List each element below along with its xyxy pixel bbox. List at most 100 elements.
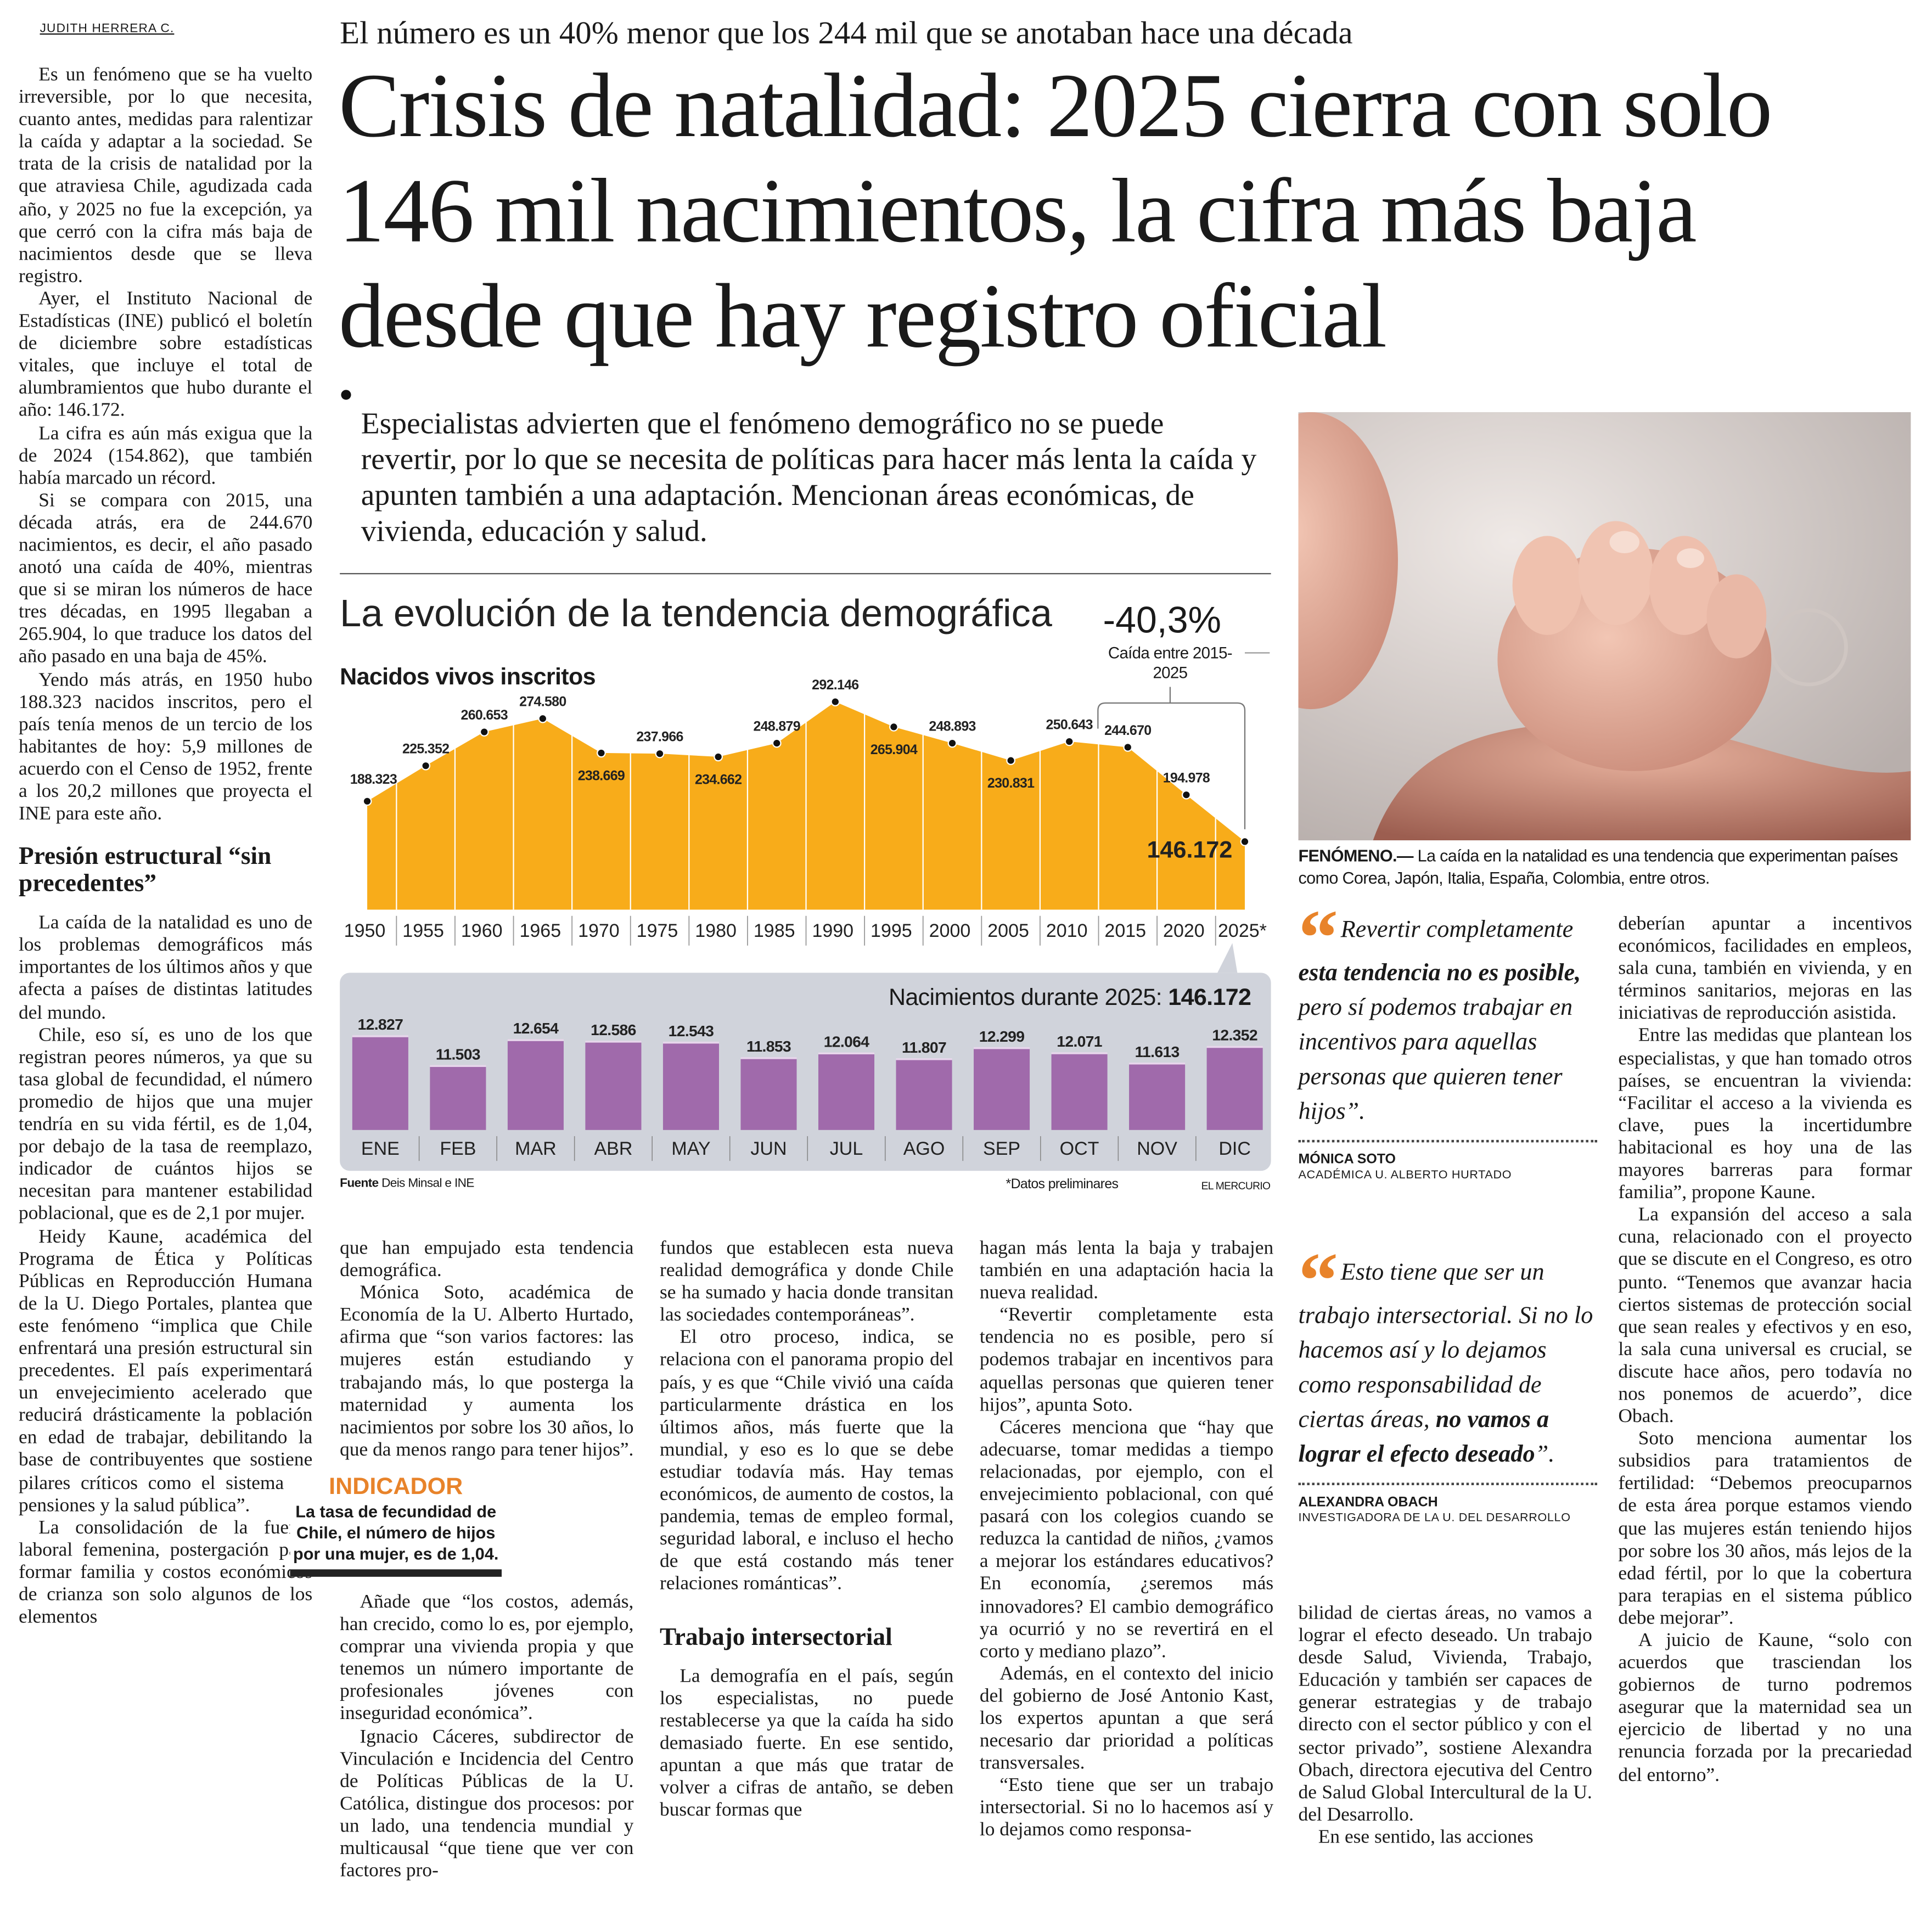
paragraph: deberían apuntar a incentivos económicos… — [1618, 913, 1912, 1024]
bar — [662, 1043, 719, 1130]
photo-caption: FENÓMENO.— La caída en la natalidad es u… — [1299, 845, 1915, 890]
article-column-3: fundos que establecen esta nueva realida… — [660, 1238, 953, 1822]
paragraph: Entre las medidas que plantean los espec… — [1618, 1025, 1912, 1204]
article-column-6: deberían apuntar a incentivos económicos… — [1618, 913, 1912, 1787]
bar-value-label: 12.071 — [1057, 1032, 1102, 1050]
year-label: 1960 — [461, 920, 503, 941]
data-point — [479, 727, 489, 737]
value-label: 292.146 — [812, 677, 858, 693]
month-label: FEB — [440, 1138, 476, 1159]
column-paragraphs: que han empujado esta tendencia demográf… — [340, 1238, 633, 1462]
headline: Crisis de natalidad: 2025 cierra con sol… — [338, 55, 1773, 368]
article-column-4: hagan más lenta la baja y trabajen tambi… — [980, 1238, 1273, 1842]
paragraph: Ignacio Cáceres, subdirector de Vinculac… — [340, 1726, 634, 1881]
paragraph: “Revertir completamente esta tendencia n… — [979, 1305, 1274, 1415]
paragraph: Cáceres menciona que “hay que adecuarse,… — [979, 1417, 1274, 1662]
year-label: 2000 — [929, 920, 971, 941]
indicator-box: INDICADOR La tasa de fecundidad de Chile… — [290, 1474, 502, 1577]
divider — [340, 573, 1271, 575]
article-column-2: que han empujado esta tendencia demográf… — [290, 1238, 633, 1883]
paragraph: Yendo más atrás, en 1950 hubo 188.323 na… — [19, 668, 313, 825]
subheading: Presión estructural “sin precedentes” — [19, 843, 272, 898]
area-chart: 188.323 1950 225.352 1955 260.653 1960 274.580… — [344, 677, 1267, 973]
article-column-5: bilidad de ciertas áreas, no vamos a log… — [1299, 1603, 1592, 1849]
bar-value-label: 12.586 — [591, 1021, 636, 1038]
value-label: 225.352 — [402, 741, 449, 757]
bar-value-label: 12.352 — [1212, 1026, 1257, 1044]
pull-quote-obach: “Esto tiene que ser un trabajo intersect… — [1298, 1241, 1597, 1526]
bar — [740, 1059, 797, 1130]
data-point — [1123, 743, 1133, 752]
bar-cap — [1129, 1063, 1186, 1065]
area-chart-title: Nacidos vivos inscritos — [340, 664, 596, 691]
month-label: JUN — [750, 1138, 787, 1159]
paragraph: Añade que “los costos, además, han creci… — [340, 1591, 634, 1725]
bar-value-label: 11.853 — [746, 1037, 791, 1055]
bar — [352, 1037, 408, 1130]
bar-cap — [507, 1039, 564, 1041]
quote-divider — [1298, 1482, 1597, 1495]
deck: Especialistas advierten que el fenómeno … — [361, 407, 1257, 548]
year-label: 1970 — [578, 920, 620, 941]
quote-text-end: pero sí podemos trabajar en incentivos p… — [1298, 995, 1573, 1125]
bar-chart-title-text: Nacimientos durante 2025: — [888, 985, 1162, 1012]
bar-value-label: 12.064 — [824, 1033, 870, 1050]
year-label: 1985 — [754, 920, 795, 941]
column-paragraphs: La demografía en el país, según los espe… — [660, 1665, 953, 1822]
preliminary-note: *Datos preliminares — [1006, 1177, 1119, 1192]
bar-cap — [662, 1041, 719, 1044]
paragraph: “Esto tiene que ser un trabajo intersect… — [979, 1775, 1274, 1841]
paragraph: Soto menciona aumentar los subsidios par… — [1618, 1428, 1912, 1629]
change-percent: -40,3% — [1103, 600, 1222, 642]
source: Fuente Deis Minsal e INE — [340, 1177, 474, 1191]
article-column-1: Es un fenómeno que se ha vuelto irrevers… — [19, 64, 312, 1629]
bar-cap — [974, 1047, 1030, 1049]
value-label: 260.653 — [461, 707, 508, 723]
bar — [1206, 1048, 1263, 1130]
paragraph: La expansión del acceso a sala cuna, rel… — [1618, 1204, 1912, 1428]
data-point — [362, 796, 372, 806]
year-label: 1995 — [870, 920, 912, 941]
paragraph: La caída de la natalidad es uno de los p… — [19, 912, 313, 1023]
kicker: El número es un 40% menor que los 244 mi… — [340, 15, 1353, 51]
month-label: MAR — [515, 1138, 557, 1159]
data-point — [772, 738, 782, 748]
bar — [818, 1054, 875, 1130]
month-label: ABR — [594, 1138, 632, 1159]
year-label: 1980 — [695, 920, 737, 941]
subheading: Trabajo intersectorial — [660, 1623, 892, 1651]
quote-text-end: ”. — [1535, 1442, 1555, 1468]
quote-divider — [1298, 1139, 1597, 1153]
bar-cap — [818, 1052, 875, 1054]
value-label: 146.172 — [1147, 837, 1233, 863]
value-label: 244.670 — [1104, 723, 1151, 738]
paragraph: Además, en el contexto del inicio del go… — [979, 1663, 1274, 1774]
quote-author: MÓNICA SOTO — [1298, 1152, 1396, 1167]
value-label: 238.669 — [578, 768, 625, 784]
bar-chart-title: Nacimientos durante 2025: 146.172 — [889, 985, 1251, 1013]
bar-value-label: 12.543 — [669, 1022, 714, 1040]
value-label: 234.662 — [695, 772, 742, 788]
column-paragraphs: La caída de la natalidad es uno de los p… — [19, 912, 312, 1629]
month-label: SEP — [983, 1138, 1020, 1159]
paragraph: A juicio de Kaune, “solo con acuerdos qu… — [1618, 1630, 1912, 1785]
infographic-title: La evolución de la tendencia demográfica — [340, 591, 1052, 635]
value-label: 188.323 — [350, 772, 397, 787]
bar — [507, 1041, 564, 1130]
data-point — [1064, 737, 1074, 746]
bar-value-label: 11.503 — [436, 1045, 480, 1063]
data-point — [655, 749, 665, 759]
column-paragraphs: deberían apuntar a incentivos económicos… — [1618, 913, 1912, 1787]
paragraph: Ayer, el Instituto Nacional de Estadísti… — [19, 288, 313, 422]
bar — [1129, 1064, 1186, 1130]
year-label: 1965 — [519, 920, 561, 941]
column-paragraphs: Añade que “los costos, además, han creci… — [340, 1592, 633, 1883]
paragraph: Heidy Kaune, académica del Programa de É… — [19, 1226, 313, 1516]
monthly-bar-panel: Nacimientos durante 2025: 146.172 — [340, 973, 1271, 1171]
indicator-title: INDICADOR — [329, 1474, 463, 1500]
month-label: MAY — [671, 1138, 710, 1159]
data-point — [714, 752, 723, 762]
data-point — [421, 761, 431, 771]
month-label: OCT — [1060, 1138, 1099, 1159]
source-label: Fuente — [340, 1177, 379, 1191]
